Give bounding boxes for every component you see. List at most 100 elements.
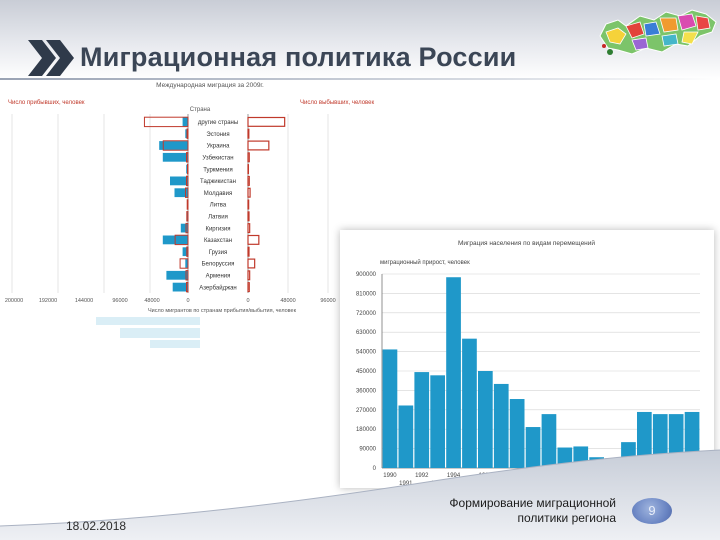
pyramid-right-tick: 96000 — [320, 298, 335, 304]
pyramid-bar-departures — [247, 282, 250, 293]
pyramid-outline-departures — [185, 222, 189, 234]
bar-chart-bar — [525, 427, 541, 468]
pyramid-bar-departures — [247, 175, 250, 186]
pyramid-bar-departures — [247, 187, 251, 198]
title-underline — [0, 78, 720, 80]
pyramid-left-tick: 0 — [186, 298, 189, 304]
pyramid-bar-departures — [247, 128, 250, 139]
pyramid-reflection — [96, 317, 200, 348]
pyramid-outline-departures — [186, 211, 189, 222]
pyramid-bar-departures — [247, 234, 260, 245]
pyramid-category-label: другие страны — [198, 120, 238, 126]
bar-chart-x-tick: 1994 — [447, 473, 461, 479]
pyramid-category-label: Таджикистан — [200, 179, 236, 185]
pyramid-bar-departures — [247, 258, 256, 269]
pyramid-bar-arrivals — [186, 211, 188, 221]
pyramid-category-label: Киргизия — [205, 226, 230, 232]
pyramid-outline-departures — [143, 116, 189, 128]
pyramid-outline-departures — [186, 152, 189, 163]
pyramid-outline-departures — [185, 270, 189, 281]
pyramid-bar-arrivals — [166, 270, 188, 280]
pyramid-bar-arrivals — [182, 117, 188, 127]
double-chevron-icon — [28, 40, 74, 76]
pyramid-bar-departures — [247, 116, 286, 127]
bar-chart-bar — [430, 375, 445, 468]
bar-chart-bar — [398, 405, 414, 468]
pyramid-outline-departures — [186, 281, 189, 293]
pyramid-category-label: Грузия — [209, 250, 228, 256]
pyramid-outline-departures — [186, 199, 189, 210]
pyramid-bar-departures — [247, 223, 251, 234]
bar-chart-x-tick: 1991 — [399, 481, 413, 487]
bar-chart-bar — [478, 371, 493, 468]
pyramid-left-tick: 96000 — [112, 298, 127, 304]
footer-caption: Формирование миграционной политики регио… — [449, 496, 616, 525]
pyramid-bar-arrivals — [159, 141, 188, 150]
bar-chart-y-tick: 360000 — [356, 388, 377, 394]
pyramid-x-axis-label: Число мигрантов по странам прибытия/выбы… — [148, 308, 297, 314]
bar-chart-y-tick: 270000 — [356, 408, 377, 414]
bar-chart-y-tick: 810000 — [356, 291, 377, 297]
pyramid-bar-departures — [247, 199, 250, 210]
pyramid-outline-departures — [162, 140, 189, 151]
pyramid-left-tick: 192000 — [39, 298, 57, 304]
pyramid-right-tick: 48000 — [280, 298, 295, 304]
pyramid-bar-arrivals — [162, 152, 188, 162]
pyramid-bar-departures — [247, 246, 250, 257]
bar-chart-bar — [382, 349, 398, 468]
pyramid-outline-departures — [186, 175, 189, 187]
bar-chart-y-tick: 540000 — [356, 350, 377, 356]
pyramid-category-label: Казахстан — [204, 238, 232, 244]
pyramid-bar-departures — [247, 211, 250, 222]
bar-chart-bar — [414, 372, 430, 468]
pyramid-category-label: Туркмения — [203, 167, 233, 173]
slide-date: 18.02.2018 — [66, 519, 127, 533]
bar-chart-bar — [446, 277, 461, 468]
header-band — [0, 0, 720, 80]
pyramid-category-label: Узбекистан — [202, 156, 233, 162]
pyramid-category-label: Армения — [206, 274, 231, 280]
page-number-badge: 9 — [632, 498, 672, 524]
pyramid-outline-departures — [185, 187, 189, 198]
pyramid-left-label: Число прибывших, человек — [8, 100, 85, 106]
pyramid-bar-arrivals — [182, 247, 188, 257]
pyramid-outline-departures — [186, 246, 189, 257]
bar-chart-bar — [509, 399, 525, 468]
pyramid-outline-departures — [186, 128, 189, 139]
pyramid-right-tick: 0 — [246, 298, 249, 304]
bottom-wave-decoration — [0, 449, 720, 540]
pyramid-outline-departures — [179, 258, 189, 269]
bar-chart-y-label: миграционный прирост, человек — [380, 259, 470, 266]
bar-chart-bar — [493, 383, 509, 468]
pyramid-bar-arrivals — [180, 223, 188, 233]
russia-map-icon — [599, 9, 717, 55]
bar-chart-bar — [462, 338, 477, 468]
pyramid-right-label: Число выбывших, человек — [300, 100, 374, 106]
bar-chart-bar — [541, 414, 557, 468]
pyramid-outline-departures — [174, 234, 189, 246]
pyramid-category-label: Эстония — [206, 132, 229, 138]
pyramid-category-label: Украина — [207, 144, 231, 150]
pyramid-bar-arrivals — [174, 188, 188, 198]
pyramid-title: Международная миграция за 2009г. — [156, 82, 264, 89]
bar-chart-y-tick: 90000 — [359, 447, 376, 453]
bar-chart-bar — [637, 411, 652, 468]
migration-pyramid-chart: Международная миграция за 2009г. Число п… — [5, 82, 374, 348]
bar-chart-y-tick: 180000 — [356, 427, 377, 433]
pyramid-category-label: Белоруссия — [202, 262, 235, 268]
pyramid-category-label: Литва — [210, 203, 227, 209]
bar-chart-y-tick: 450000 — [356, 369, 377, 375]
pyramid-bar-arrivals — [172, 282, 188, 292]
pyramid-bar-departures — [247, 140, 270, 151]
pyramid-bar-arrivals — [170, 176, 188, 186]
pyramid-bar-departures — [247, 152, 250, 163]
pyramid-bar-arrivals — [185, 259, 188, 268]
bar-chart-title: Миграция населения по видам перемещений — [458, 239, 595, 247]
pyramid-left-tick: 200000 — [5, 298, 23, 304]
pyramid-left-tick: 144000 — [75, 298, 93, 304]
pyramid-category-label: Азербайджан — [199, 284, 237, 291]
page-title: Миграционная политика России — [80, 42, 517, 72]
pyramid-bar-departures — [247, 270, 251, 281]
bar-chart-x-tick: 1990 — [383, 473, 397, 479]
